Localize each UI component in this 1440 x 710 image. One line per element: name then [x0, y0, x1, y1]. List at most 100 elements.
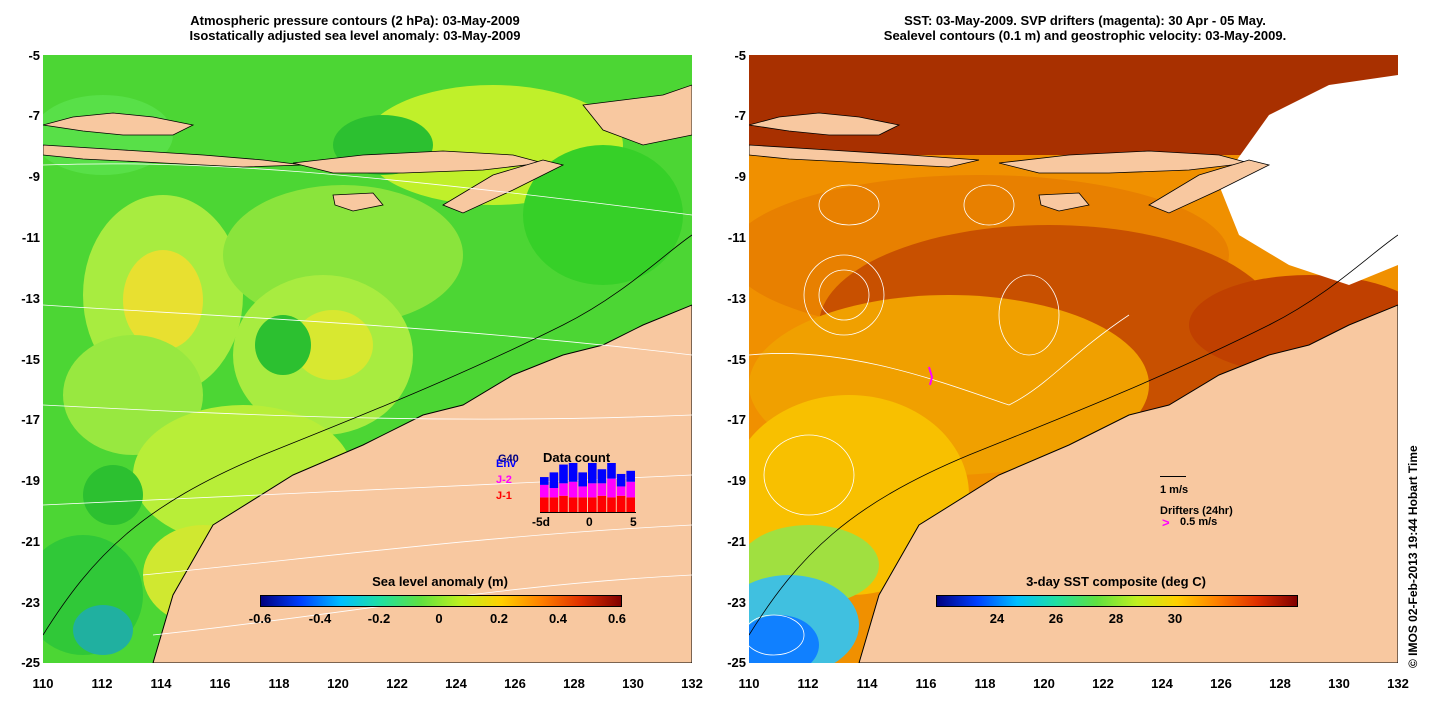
sla-colorbar-tick: 0.4 — [548, 611, 568, 626]
right-ytick: -7 — [734, 108, 746, 123]
right-ytick: -23 — [727, 595, 746, 610]
data-count-bar-j1 — [549, 497, 559, 513]
left-xtick: 116 — [209, 676, 231, 691]
right-xtick: 112 — [797, 676, 819, 691]
left-xtick: 124 — [445, 676, 467, 691]
sla-colorbar-tick: -0.2 — [367, 611, 391, 626]
drifters-label: Drifters (24hr) — [1160, 505, 1233, 517]
sla-colorbar-title: Sea level anomaly (m) — [372, 574, 508, 589]
sst-map — [749, 55, 1398, 663]
sst-map-canvas — [749, 55, 1398, 663]
left-ytick: -15 — [21, 352, 40, 367]
left-xtick: 114 — [150, 676, 172, 691]
sst-colorbar — [936, 595, 1298, 607]
sla-map-canvas — [43, 84, 692, 663]
velocity-scale-label: 1 m/s — [1160, 484, 1189, 496]
right-xtick: 128 — [1269, 676, 1291, 691]
left-xtick: 132 — [681, 676, 703, 691]
velocity-scale-arrow — [1160, 476, 1186, 477]
data-count-title: Data count — [543, 450, 611, 465]
left-xtick: 120 — [327, 676, 349, 691]
data-count-bar-env — [540, 477, 549, 485]
right-ytick: -11 — [727, 230, 746, 245]
left-ytick: -9 — [28, 169, 40, 184]
left-title-line2: Isostatically adjusted sea level anomaly… — [189, 28, 521, 43]
data-count-bar-env — [578, 472, 587, 487]
data-count-bar-env — [559, 464, 568, 484]
sla-colorbar-tick: 0.6 — [607, 611, 627, 626]
left-xtick: 118 — [268, 676, 290, 691]
right-ytick: -25 — [727, 655, 746, 670]
legend-g40: G40 — [498, 453, 519, 465]
right-xtick: 132 — [1387, 676, 1409, 691]
data-count-bar-env — [588, 463, 597, 484]
data-count-bar-j1 — [578, 497, 587, 513]
legend-j2: J-2 — [496, 474, 512, 486]
data-count-bar-j1 — [616, 495, 626, 513]
dc-xtick: -5d — [532, 515, 550, 529]
right-xtick: 114 — [856, 676, 878, 691]
left-ytick: -23 — [21, 595, 40, 610]
sla-colorbar — [260, 595, 622, 607]
data-count-bar-j1 — [607, 497, 616, 513]
right-ytick: -13 — [727, 291, 746, 306]
sla-colorbar-tick: -0.4 — [308, 611, 332, 626]
left-title-line1: Atmospheric pressure contours (2 hPa): 0… — [190, 13, 520, 28]
left-ytick: -7 — [28, 108, 40, 123]
data-count-bar-j1 — [626, 497, 635, 513]
data-count-bar-j1 — [588, 497, 597, 513]
right-title: SST: 03-May-2009. SVP drifters (magenta)… — [760, 13, 1410, 43]
drifter-chevron-icon: > — [1162, 515, 1170, 530]
legend-j1: J-1 — [496, 490, 512, 502]
sst-colorbar-tick: 24 — [989, 611, 1005, 626]
left-ytick: -21 — [21, 534, 40, 549]
sla-colorbar-tick: 0.2 — [489, 611, 509, 626]
left-ytick: -17 — [21, 412, 40, 427]
left-ytick: -19 — [21, 473, 40, 488]
sst-colorbar-tick: 28 — [1108, 611, 1124, 626]
right-xtick: 120 — [1033, 676, 1055, 691]
right-xtick: 124 — [1151, 676, 1173, 691]
left-ytick: -25 — [21, 655, 40, 670]
data-count-bar-env — [568, 463, 578, 482]
sst-colorbar-title: 3-day SST composite (deg C) — [1026, 574, 1206, 589]
left-xtick: 130 — [622, 676, 644, 691]
data-count-bar-env — [597, 469, 607, 484]
data-count-bar-j2 — [597, 483, 607, 496]
data-count-bar-j2 — [549, 488, 559, 498]
sst-colorbar-tick: 30 — [1167, 611, 1183, 626]
left-title: Atmospheric pressure contours (2 hPa): 0… — [60, 13, 650, 43]
sla-map — [43, 55, 692, 663]
data-count-bar-env — [626, 470, 635, 482]
data-count-bar-j1 — [597, 495, 607, 513]
imos-credit: © IMOS 02-Feb-2013 19:44 Hobart Time — [1406, 445, 1420, 668]
right-title-line1: SST: 03-May-2009. SVP drifters (magenta)… — [904, 13, 1266, 28]
data-count-bar-j1 — [568, 497, 578, 513]
data-count-bar-j2 — [588, 483, 597, 498]
data-count-bar-env — [549, 472, 559, 488]
sst-colorbar-tick: 26 — [1048, 611, 1064, 626]
left-xtick: 122 — [386, 676, 408, 691]
sla-colorbar-tick: -0.6 — [248, 611, 272, 626]
right-xtick: 118 — [974, 676, 996, 691]
data-count-bar-j2 — [540, 484, 549, 498]
left-xtick: 112 — [91, 676, 113, 691]
data-count-bar-j2 — [607, 478, 616, 498]
left-ytick: -11 — [21, 230, 40, 245]
data-count-bar-j2 — [616, 486, 626, 496]
left-xtick: 110 — [32, 676, 54, 691]
data-count-chart — [540, 463, 636, 513]
legend-env: Env — [496, 458, 517, 470]
right-ytick: -15 — [727, 352, 746, 367]
drifters-scale: 0.5 m/s — [1180, 516, 1218, 528]
right-ytick: -21 — [727, 534, 746, 549]
right-title-line2: Sealevel contours (0.1 m) and geostrophi… — [883, 28, 1287, 43]
data-count-bar-j2 — [559, 483, 568, 496]
data-count-bar-j1 — [559, 495, 568, 513]
left-ytick: -13 — [21, 291, 40, 306]
data-count-bar-j2 — [568, 481, 578, 498]
sla-colorbar-tick: 0 — [435, 611, 443, 626]
left-xtick: 126 — [504, 676, 526, 691]
right-xtick: 122 — [1092, 676, 1114, 691]
right-ytick: -9 — [734, 169, 746, 184]
